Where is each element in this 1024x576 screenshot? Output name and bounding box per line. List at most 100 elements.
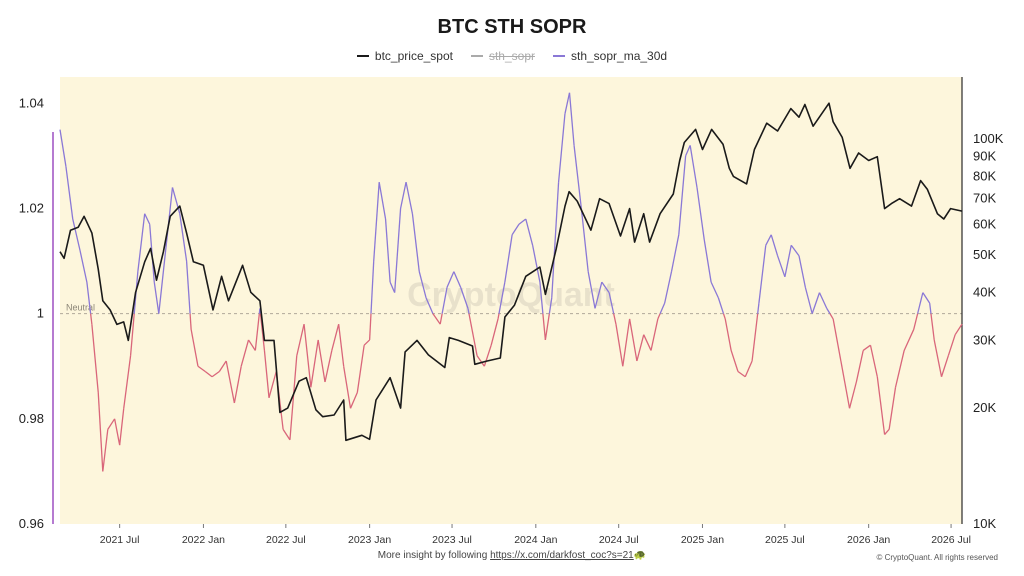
sopr-ma-segment (876, 376, 886, 435)
sopr-ma-segment (179, 213, 188, 262)
sopr-ma-segment (197, 365, 206, 373)
sopr-ma-segment (453, 271, 462, 288)
x-tick-label: 2021 Jul (100, 534, 140, 546)
sopr-ma-segment (497, 313, 500, 320)
legend-label-sth-sopr-ma: sth_sopr_ma_30d (571, 49, 668, 63)
sopr-ma-segment (310, 339, 319, 388)
sopr-ma-segment (349, 392, 358, 409)
sopr-ma-segment (608, 292, 615, 314)
sopr-ma-segment (258, 308, 261, 314)
sopr-ma-segment (275, 371, 284, 430)
left-tick-label: 0.96 (19, 516, 44, 531)
sopr-ma-segment (826, 308, 831, 314)
sopr-ma-segment (659, 302, 666, 314)
footer-emoji: 🐢 (633, 550, 647, 561)
right-tick-label: 30K (973, 332, 996, 347)
sopr-ma-segment (171, 187, 181, 214)
sopr-ma-segment (240, 339, 250, 367)
sopr-ma-segment (525, 218, 534, 246)
sopr-ma-segment (79, 250, 88, 283)
sopr-ma-segment (811, 292, 821, 314)
sopr-ma-segment (564, 92, 571, 114)
sopr-ma-segment (356, 345, 365, 393)
sopr-ma-segment (804, 287, 813, 314)
sopr-ma-segment (587, 271, 596, 309)
sopr-ma-segment (498, 281, 506, 314)
sopr-ma-segment (102, 429, 109, 472)
sopr-ma-segment (622, 318, 631, 367)
sopr-ma-segment (263, 350, 270, 398)
sopr-ma-segment (798, 255, 807, 288)
sopr-ma-segment (730, 350, 739, 372)
right-tick-label: 20K (973, 400, 996, 415)
sopr-ma-segment (158, 250, 167, 314)
sopr-ma-segment (678, 155, 687, 235)
sopr-ma-segment (432, 313, 441, 325)
sopr-ma-segment (539, 282, 544, 314)
sopr-ma-segment (86, 282, 92, 314)
legend-label-btc-price: btc_price_spot (374, 49, 453, 63)
legend-label-sth-sopr: sth_sopr (488, 49, 535, 63)
sopr-ma-segment (954, 323, 963, 336)
sopr-ma-segment (894, 350, 905, 388)
right-tick-label: 50K (973, 247, 996, 262)
sopr-ma-segment (418, 271, 427, 299)
sopr-ma-segment (940, 355, 949, 377)
sopr-ma-segment (643, 334, 652, 351)
sopr-ma-segment (259, 308, 262, 314)
sopr-ma-segment (441, 287, 448, 314)
sopr-ma-segment (542, 313, 547, 341)
sopr-ma-segment (613, 313, 617, 325)
legend-item-sth-sopr[interactable]: sth_sopr (470, 49, 535, 63)
legend-item-sth-sopr-ma[interactable]: sth_sopr_ma_30d (553, 49, 667, 63)
legend-item-btc-price[interactable]: btc_price_spot (356, 49, 453, 63)
sopr-ma-segment (65, 166, 74, 220)
footer-link[interactable]: https://x.com/darkfost_coc?s=21 (490, 550, 634, 561)
sopr-ma-segment (72, 218, 81, 251)
sopr-ma-segment (862, 344, 871, 351)
copyright-text: © CryptoQuant. All rights reserved (876, 553, 999, 562)
sopr-ma-segment (869, 345, 878, 377)
sopr-ma-segment (737, 370, 746, 378)
sopr-ma-segment (818, 292, 828, 309)
sopr-ma-segment (133, 271, 139, 314)
x-tick-label: 2024 Jul (599, 534, 639, 546)
sopr-ma-segment (657, 313, 661, 320)
sopr-ma-segment (303, 324, 312, 388)
sopr-ma-segment (389, 281, 396, 293)
watermark-text: CryptoQuant (407, 276, 615, 314)
sopr-ma-segment (664, 271, 673, 304)
sopr-ma-segment (518, 218, 527, 225)
x-tick-label: 2026 Jul (931, 534, 971, 546)
sopr-ma-segment (338, 324, 345, 367)
sopr-ma-segment (724, 318, 732, 351)
sopr-ma-segment (930, 313, 935, 341)
sopr-ma-segment (929, 303, 932, 314)
sopr-ma-segment (568, 92, 575, 146)
sopr-ma-segment (254, 313, 260, 351)
chart-title: BTC STH SOPR (437, 16, 587, 38)
sopr-ma-segment (89, 313, 93, 325)
sopr-ma-segment (580, 208, 589, 272)
x-tick-label: 2022 Jan (182, 534, 225, 546)
sth-sopr-ma-series (59, 92, 963, 472)
sopr-ma-segment (185, 261, 191, 314)
sopr-ma-segment (259, 313, 266, 351)
x-tick-label: 2025 Jul (765, 534, 805, 546)
x-tick-label: 2023 Jan (348, 534, 391, 546)
sopr-ma-segment (758, 245, 767, 304)
sopr-ma-segment (636, 334, 645, 362)
right-tick-label: 100K (973, 131, 1004, 146)
sopr-ma-segment (289, 355, 298, 440)
sopr-ma-segment (189, 313, 192, 330)
sopr-ma-segment (144, 213, 151, 225)
sopr-ma-segment (744, 360, 753, 378)
sopr-ma-segment (751, 313, 759, 362)
neutral-label: Neutral (66, 303, 95, 313)
sopr-ma-segment (468, 313, 478, 356)
sopr-ma-segment (628, 318, 638, 362)
right-axis-ticks: 100K 90K 80K 70K 60K 50K 40K 30K 20K 10K (973, 131, 1004, 531)
sopr-ma-segment (832, 318, 842, 362)
sopr-ma-segment (399, 182, 407, 209)
